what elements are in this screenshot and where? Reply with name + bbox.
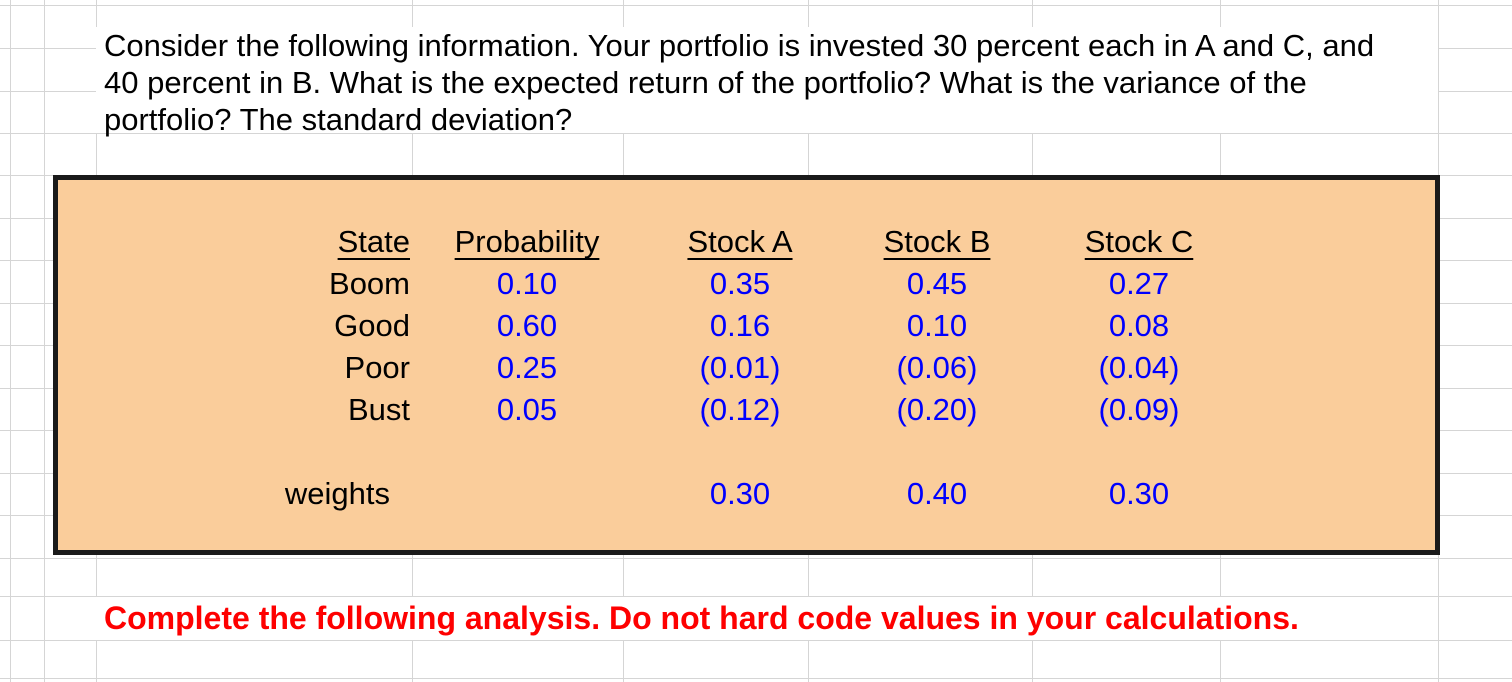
gridline-h xyxy=(0,5,1512,6)
weights-stock-b[interactable]: 0.40 xyxy=(812,473,1062,515)
cell-stock-a-0[interactable]: 0.35 xyxy=(615,263,865,305)
question-line-1: Consider the following information. Your… xyxy=(104,28,1375,63)
header-cell-stock-b[interactable]: Stock B xyxy=(812,221,1062,263)
cell-stock-a-0-text: 0.35 xyxy=(709,266,771,301)
cell-stock-b-2-text: (0.06) xyxy=(896,350,978,385)
gridline-h xyxy=(0,133,1512,134)
cell-stock-c-1[interactable]: 0.08 xyxy=(1014,305,1264,347)
weights-label[interactable]: weights xyxy=(140,473,390,515)
header-cell-stock-c[interactable]: Stock C xyxy=(1014,221,1264,263)
question-text-cell[interactable]: Consider the following information. Your… xyxy=(96,27,1438,137)
cell-state-1-text: Good xyxy=(334,308,410,343)
gridline-v xyxy=(44,0,45,682)
cell-stock-a-3[interactable]: (0.12) xyxy=(615,389,865,431)
header-cell-stock-c-text: Stock C xyxy=(1084,224,1194,259)
header-cell-stock-a-text: Stock A xyxy=(687,224,793,259)
cell-probability-2-text: 0.25 xyxy=(496,350,558,385)
weights-stock-b-text: 0.40 xyxy=(906,476,968,511)
cell-stock-b-0[interactable]: 0.45 xyxy=(812,263,1062,305)
weights-stock-a-text: 0.30 xyxy=(709,476,771,511)
cell-state-0[interactable]: Boom xyxy=(160,263,410,305)
cell-probability-0[interactable]: 0.10 xyxy=(402,263,652,305)
cell-probability-1[interactable]: 0.60 xyxy=(402,305,652,347)
cell-stock-b-3[interactable]: (0.20) xyxy=(812,389,1062,431)
cell-stock-c-0-text: 0.27 xyxy=(1108,266,1170,301)
cell-probability-2[interactable]: 0.25 xyxy=(402,347,652,389)
weights-stock-c[interactable]: 0.30 xyxy=(1014,473,1264,515)
instruction-text: Complete the following analysis. Do not … xyxy=(104,600,1299,636)
cell-stock-b-1-text: 0.10 xyxy=(906,308,968,343)
cell-stock-b-3-text: (0.20) xyxy=(896,392,978,427)
weights-stock-a[interactable]: 0.30 xyxy=(615,473,865,515)
cell-stock-a-2-text: (0.01) xyxy=(699,350,781,385)
header-cell-state[interactable]: State xyxy=(160,221,410,263)
header-cell-state-text: State xyxy=(337,224,410,259)
cell-stock-c-1-text: 0.08 xyxy=(1108,308,1170,343)
gridline-v xyxy=(10,0,11,682)
cell-probability-3[interactable]: 0.05 xyxy=(402,389,652,431)
cell-state-3[interactable]: Bust xyxy=(160,389,410,431)
cell-state-1[interactable]: Good xyxy=(160,305,410,347)
header-cell-stock-b-text: Stock B xyxy=(883,224,991,259)
cell-stock-a-1[interactable]: 0.16 xyxy=(615,305,865,347)
cell-state-2-text: Poor xyxy=(344,350,410,385)
gridline-h xyxy=(0,640,1512,641)
cell-state-0-text: Boom xyxy=(329,266,410,301)
data-table-highlight-box xyxy=(53,175,1440,555)
cell-state-3-text: Bust xyxy=(347,392,410,427)
question-line-3: portfolio? The standard deviation? xyxy=(104,102,573,137)
cell-stock-b-2[interactable]: (0.06) xyxy=(812,347,1062,389)
gridline-h xyxy=(0,596,1512,597)
cell-stock-a-3-text: (0.12) xyxy=(699,392,781,427)
header-cell-probability[interactable]: Probability xyxy=(402,221,652,263)
cell-stock-a-1-text: 0.16 xyxy=(709,308,771,343)
cell-stock-c-2[interactable]: (0.04) xyxy=(1014,347,1264,389)
cell-stock-b-1[interactable]: 0.10 xyxy=(812,305,1062,347)
header-cell-stock-a[interactable]: Stock A xyxy=(615,221,865,263)
cell-state-2[interactable]: Poor xyxy=(160,347,410,389)
cell-stock-c-3[interactable]: (0.09) xyxy=(1014,389,1264,431)
header-cell-probability-text: Probability xyxy=(454,224,600,259)
instruction-cell[interactable]: Complete the following analysis. Do not … xyxy=(50,597,1438,640)
cell-stock-c-2-text: (0.04) xyxy=(1098,350,1180,385)
cell-stock-c-0[interactable]: 0.27 xyxy=(1014,263,1264,305)
gridline-h xyxy=(0,558,1512,559)
cell-probability-0-text: 0.10 xyxy=(496,266,558,301)
cell-stock-b-0-text: 0.45 xyxy=(906,266,968,301)
gridline-h xyxy=(0,678,1512,679)
cell-stock-a-2[interactable]: (0.01) xyxy=(615,347,865,389)
weights-stock-c-text: 0.30 xyxy=(1108,476,1170,511)
cell-probability-3-text: 0.05 xyxy=(496,392,558,427)
question-line-2: 40 percent in B. What is the expected re… xyxy=(104,65,1307,100)
cell-probability-1-text: 0.60 xyxy=(496,308,558,343)
weights-label-text: weights xyxy=(284,476,390,511)
cell-stock-c-3-text: (0.09) xyxy=(1098,392,1180,427)
